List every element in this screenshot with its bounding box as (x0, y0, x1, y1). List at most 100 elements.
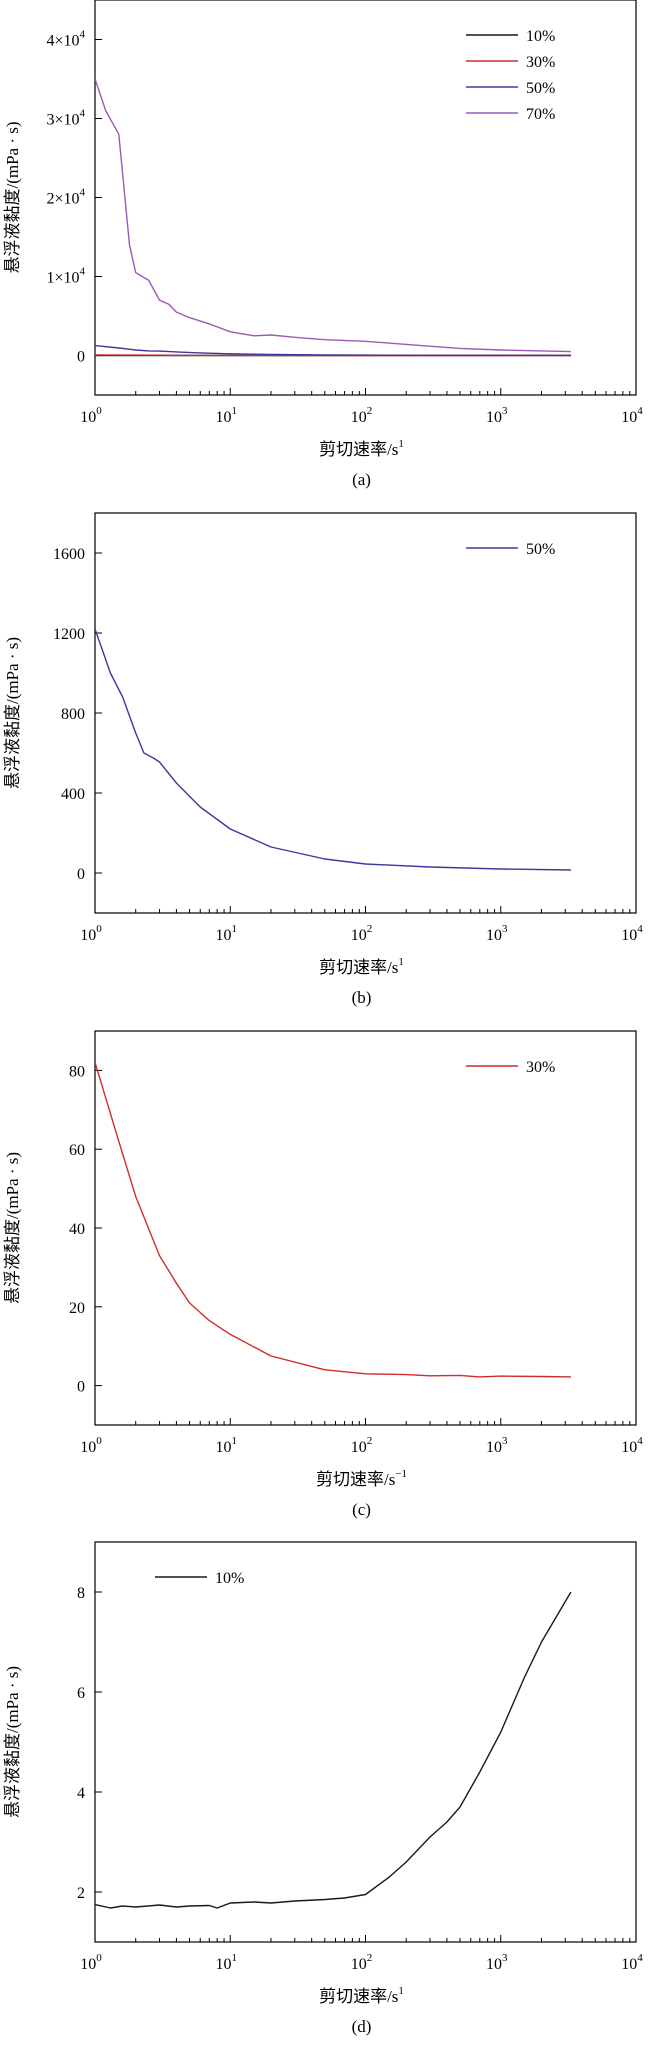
legend-label: 30% (526, 54, 555, 71)
y-tick-label: 60 (69, 1142, 85, 1159)
x-tick-exponent: 0 (96, 923, 102, 935)
x-tick-base: 10 (486, 1439, 502, 1456)
plot-frame (94, 1030, 637, 1426)
series-line-50pct (95, 628, 571, 871)
panel-caption: (c) (352, 1500, 371, 1519)
x-tick-exponent: 2 (367, 405, 373, 417)
x-tick-label: 103 (486, 923, 508, 944)
x-tick-exponent: 2 (367, 1952, 373, 1964)
x-tick-exponent: 1 (232, 405, 238, 417)
x-axis-label-exponent: −1 (395, 1468, 407, 1480)
y-tick-base: 3×10 (46, 112, 79, 129)
y-tick-label: 2×104 (46, 187, 85, 208)
x-tick-base: 10 (80, 1956, 96, 1973)
y-tick-label: 4 (77, 1785, 85, 1802)
y-tick-label: 4×104 (46, 29, 85, 50)
y-tick-label: 40 (69, 1221, 85, 1238)
x-tick-base: 10 (216, 927, 232, 944)
x-tick-base: 10 (80, 927, 96, 944)
x-tick-exponent: 4 (637, 923, 643, 935)
x-axis-label: 剪切速率/s1 (319, 956, 404, 977)
x-tick-exponent: 4 (637, 1952, 643, 1964)
x-axis-label-exponent: 1 (398, 956, 404, 968)
y-tick-label: 1×104 (46, 266, 85, 287)
y-tick-base: 1200 (53, 626, 85, 643)
x-tick-exponent: 1 (232, 1435, 238, 1447)
x-tick-base: 10 (621, 1956, 637, 1973)
x-tick-exponent: 4 (637, 405, 643, 417)
x-axis-label-text: 剪切速率/s (319, 440, 398, 459)
x-tick-exponent: 3 (502, 405, 508, 417)
panel-caption: (b) (352, 988, 372, 1007)
x-tick-label: 103 (486, 1435, 508, 1456)
y-axis-label: 悬浮液黏度/(mPa · s) (3, 1666, 22, 1818)
x-tick-base: 10 (351, 927, 367, 944)
x-tick-base: 10 (486, 409, 502, 426)
y-tick-exponent: 4 (80, 187, 86, 199)
x-axis-label-text: 剪切速率/s (316, 1470, 395, 1489)
x-tick-base: 10 (216, 409, 232, 426)
x-axis-label-text: 剪切速率/s (319, 1987, 398, 2006)
y-tick-base: 4×10 (46, 33, 79, 50)
x-tick-base: 10 (80, 1439, 96, 1456)
series-line-30pct (95, 1062, 571, 1378)
y-tick-label: 0 (77, 349, 85, 366)
y-tick-base: 400 (61, 786, 85, 803)
x-tick-base: 10 (351, 409, 367, 426)
x-tick-exponent: 1 (232, 1952, 238, 1964)
y-tick-base: 80 (69, 1063, 85, 1080)
x-tick-exponent: 2 (367, 1435, 373, 1447)
x-tick-base: 10 (351, 1956, 367, 1973)
x-tick-exponent: 3 (502, 1952, 508, 1964)
x-tick-label: 103 (486, 1952, 508, 1973)
x-tick-label: 103 (486, 405, 508, 426)
y-tick-base: 2 (77, 1885, 85, 1902)
legend-label: 10% (526, 28, 555, 45)
y-tick-base: 6 (77, 1685, 85, 1702)
x-tick-label: 102 (351, 405, 373, 426)
x-tick-base: 10 (216, 1956, 232, 1973)
x-tick-label: 104 (621, 1952, 643, 1973)
x-tick-label: 100 (80, 405, 102, 426)
y-tick-label: 80 (69, 1063, 85, 1080)
x-tick-label: 102 (351, 1435, 373, 1456)
panel-caption: (d) (352, 2017, 372, 2036)
legend-label: 70% (526, 106, 555, 123)
x-tick-label: 101 (216, 1435, 238, 1456)
y-tick-label: 1200 (53, 626, 85, 643)
x-axis-label: 剪切速率/s1 (319, 438, 404, 459)
panel-b: 100 101 102 103 104040080012001600悬浮液黏度/(mPa… (3, 512, 643, 1007)
x-tick-label: 102 (351, 923, 373, 944)
x-tick-exponent: 0 (96, 1435, 102, 1447)
y-tick-label: 1600 (53, 546, 85, 563)
x-tick-base: 10 (351, 1439, 367, 1456)
y-tick-label: 20 (69, 1300, 85, 1317)
x-tick-label: 104 (621, 923, 643, 944)
x-tick-label: 101 (216, 405, 238, 426)
x-tick-exponent: 0 (96, 1952, 102, 1964)
plot-frame (94, 512, 637, 914)
y-tick-base: 1600 (53, 546, 85, 563)
y-tick-label: 2 (77, 1885, 85, 1902)
x-tick-label: 101 (216, 923, 238, 944)
y-tick-label: 0 (77, 866, 85, 883)
series-line-70pct (95, 78, 571, 353)
x-axis-label: 剪切速率/s−1 (316, 1468, 407, 1489)
x-tick-exponent: 3 (502, 1435, 508, 1447)
y-tick-label: 400 (61, 786, 85, 803)
series-line-10pct (95, 1591, 572, 1909)
y-tick-exponent: 4 (80, 108, 86, 120)
legend-label: 50% (526, 541, 555, 558)
x-tick-exponent: 4 (637, 1435, 643, 1447)
x-axis-label-exponent: 1 (398, 1985, 404, 1997)
panel-caption: (a) (352, 470, 371, 489)
y-tick-base: 20 (69, 1300, 85, 1317)
x-tick-exponent: 2 (367, 923, 373, 935)
y-tick-base: 2×10 (46, 191, 79, 208)
y-tick-base: 40 (69, 1221, 85, 1238)
x-tick-label: 102 (351, 1952, 373, 1973)
panel-a: 100 101 102 103 10401×1042×1043×1044×104悬浮液黏… (3, 0, 643, 489)
y-tick-label: 3×104 (46, 108, 85, 129)
y-tick-base: 800 (61, 706, 85, 723)
